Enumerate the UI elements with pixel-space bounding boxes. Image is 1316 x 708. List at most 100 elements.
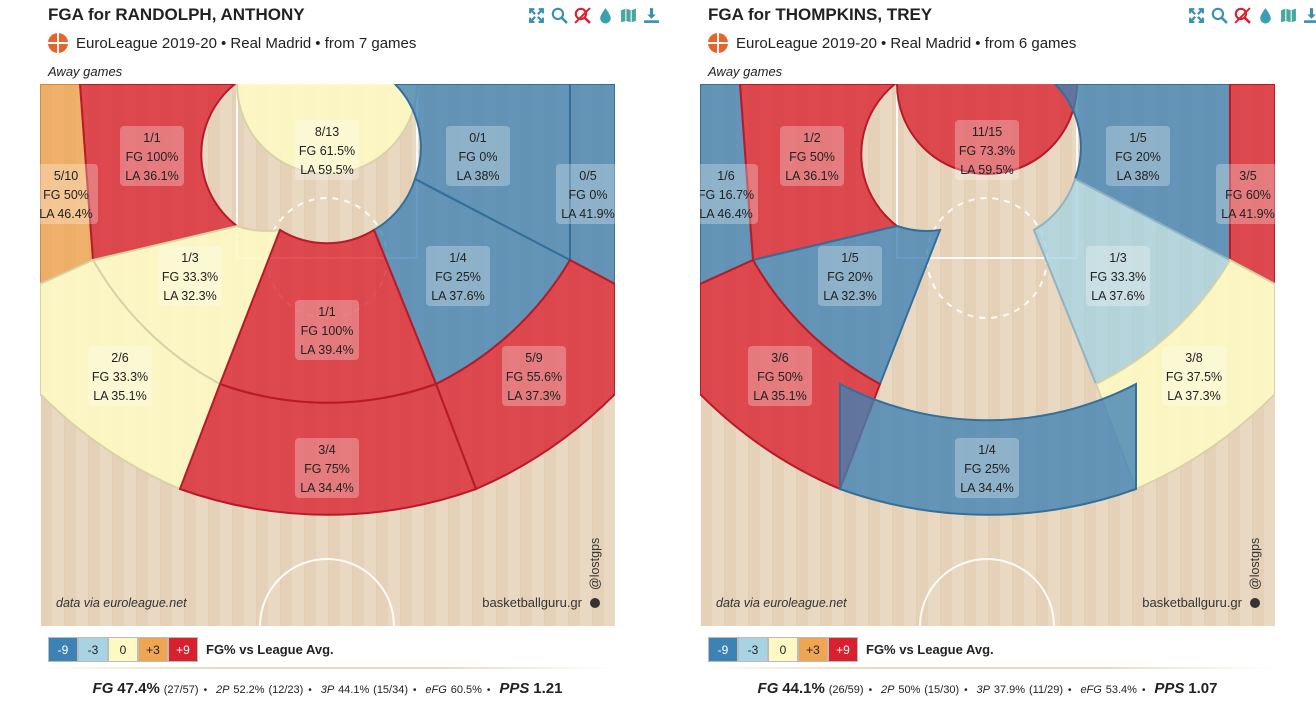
drop-icon[interactable] xyxy=(597,6,614,24)
chart-toolbar xyxy=(1188,6,1316,24)
filter-label: Away games xyxy=(48,64,123,79)
fullscreen-icon[interactable] xyxy=(528,6,545,24)
zone-made-attempts: 3/5 xyxy=(1239,169,1256,183)
search-icon[interactable] xyxy=(551,6,568,24)
shot-chart-panel-thompkins: FGA for THOMPKINS, TREY EuroLeague 2019-… xyxy=(700,0,1316,708)
zone-fg-pct: FG 37.5% xyxy=(1166,370,1222,384)
zone-fg-pct: FG 100% xyxy=(126,150,179,164)
p2-value: 52.2% xyxy=(233,684,265,696)
zone-league-avg: LA 41.9% xyxy=(561,207,615,221)
zone-label-right-mid-upper: 0/1 FG 0% LA 38% xyxy=(446,126,510,186)
competition-label: EuroLeague 2019-20 xyxy=(736,34,877,52)
p2-value: 50% xyxy=(898,684,921,696)
zone-made-attempts: 3/4 xyxy=(318,443,335,457)
zone-right-wing-3[interactable] xyxy=(1094,258,1275,491)
summary-stats: FG 47.4% (27/57) • 2P 52.2% (12/23) • 3P 4… xyxy=(92,680,563,697)
competition-label: EuroLeague 2019-20 xyxy=(76,34,217,52)
zone-league-avg: LA 35.1% xyxy=(93,389,147,403)
zone-label-right-wing-3: 3/8 FG 37.5% LA 37.3% xyxy=(1162,346,1226,406)
zone-right-corner-3[interactable] xyxy=(1229,84,1275,286)
basketball-icon xyxy=(1250,598,1260,608)
efg-value: 60.5% xyxy=(450,684,482,696)
zone-label-restricted-area: 8/13 FG 61.5% LA 59.5% xyxy=(295,120,359,180)
team-label: Real Madrid xyxy=(230,34,312,52)
zone-left-mid-upper[interactable] xyxy=(738,84,900,262)
zone-league-avg: LA 32.3% xyxy=(163,289,217,303)
zone-made-attempts: 1/4 xyxy=(449,251,466,265)
zone-restricted-area[interactable] xyxy=(896,84,1078,175)
zone-made-attempts: 2/6 xyxy=(111,351,128,365)
p3-count: (11/29) xyxy=(1028,684,1064,696)
zone-fg-pct: FG 50% xyxy=(43,188,89,202)
chart-toolbar xyxy=(528,6,660,24)
summary-stats: FG 44.1% (26/59) • 2P 50% (15/30) • 3P 37.… xyxy=(757,680,1218,697)
zone-label-right-corner-3: 3/5 FG 60% LA 41.9% xyxy=(1216,164,1275,224)
games-label: from 7 games xyxy=(324,34,417,52)
zone-label-left-corner-3: 1/6 FG 16.7% LA 46.4% xyxy=(700,164,758,224)
center-circle xyxy=(259,558,395,626)
chart-subtitle: EuroLeague 2019-20 • Real Madrid • from 6 … xyxy=(708,33,1080,53)
download-icon[interactable] xyxy=(643,6,660,24)
zone-made-attempts: 0/1 xyxy=(469,131,486,145)
drop-icon[interactable] xyxy=(1257,6,1274,24)
team-label: Real Madrid xyxy=(890,34,972,52)
zone-made-attempts: 1/2 xyxy=(803,131,820,145)
p3-value: 37.9% xyxy=(993,684,1026,696)
legend-swatch-plus9: +9 xyxy=(168,637,198,662)
zone-made-attempts: 1/3 xyxy=(181,251,198,265)
download-icon[interactable] xyxy=(1303,6,1316,24)
zone-fg-pct: FG 20% xyxy=(1115,150,1161,164)
zone-made-attempts: 3/8 xyxy=(1185,351,1202,365)
zone-fg-pct: FG 50% xyxy=(789,150,835,164)
legend-caption: FG% vs League Avg. xyxy=(866,642,994,657)
zone-label-restricted-area: 11/15 FG 73.3% LA 59.5% xyxy=(955,120,1019,180)
zone-league-avg: LA 38% xyxy=(1116,169,1159,183)
zone-top-3[interactable] xyxy=(178,382,478,516)
legend-swatch-minus9: -9 xyxy=(708,637,738,662)
pps-value: 1.07 xyxy=(1188,680,1218,697)
search-icon[interactable] xyxy=(1211,6,1228,24)
p3-value: 44.1% xyxy=(338,684,370,696)
zone-label-right-mid-lower: 1/4 FG 25% LA 37.6% xyxy=(426,246,490,306)
divider xyxy=(700,667,1275,669)
zone-left-wing-3[interactable] xyxy=(700,258,882,491)
shot-chart-panel-randolph: FGA for RANDOLPH, ANTHONY EuroLeague 201… xyxy=(40,0,660,708)
legend-swatch-plus3: +3 xyxy=(138,637,168,662)
no-search-icon[interactable] xyxy=(574,6,591,24)
handle-credit: @lostgps xyxy=(1248,538,1262,590)
chart-subtitle: EuroLeague 2019-20 • Real Madrid • from 7 … xyxy=(48,33,420,53)
filter-label: Away games xyxy=(708,64,783,79)
zone-left-mid-upper[interactable] xyxy=(78,84,240,262)
zone-label-left-corner-3: 5/10 FG 50% LA 46.4% xyxy=(40,164,98,224)
zone-restricted-area[interactable] xyxy=(236,84,418,175)
p2-count: (12/23) xyxy=(268,684,304,696)
zone-made-attempts: 1/5 xyxy=(841,251,858,265)
fullscreen-icon[interactable] xyxy=(1188,6,1205,24)
zone-fg-pct: FG 0% xyxy=(459,150,498,164)
zone-made-attempts: 5/9 xyxy=(525,351,542,365)
zone-fg-pct: FG 25% xyxy=(964,462,1010,476)
source-credit: data via euroleague.net xyxy=(56,596,187,610)
brand-credit: basketballguru.gr xyxy=(482,595,582,610)
no-search-icon[interactable] xyxy=(1234,6,1251,24)
zone-league-avg: LA 37.6% xyxy=(1091,289,1145,303)
euroleague-logo-icon xyxy=(48,33,68,53)
zone-league-avg: LA 59.5% xyxy=(960,163,1014,177)
zone-right-corner-3[interactable] xyxy=(569,84,615,286)
legend-swatch-plus3: +3 xyxy=(798,637,828,662)
zone-label-top-3: 3/4 FG 75% LA 34.4% xyxy=(295,438,359,498)
efg-value: 53.4% xyxy=(1105,684,1137,696)
zone-label-left-mid-upper: 1/2 FG 50% LA 36.1% xyxy=(780,126,844,186)
zone-fg-pct: FG 50% xyxy=(757,370,803,384)
zone-label-left-mid-lower: 1/5 FG 20% LA 32.3% xyxy=(818,246,882,306)
source-credit: data via euroleague.net xyxy=(716,596,847,610)
zone-top-3[interactable] xyxy=(839,382,1137,516)
legend-swatch-zero: 0 xyxy=(768,637,798,662)
legend-swatch-minus9: -9 xyxy=(48,637,78,662)
zone-made-attempts: 3/6 xyxy=(771,351,788,365)
zone-made-attempts: 11/15 xyxy=(972,125,1002,139)
map-icon[interactable] xyxy=(620,6,637,24)
legend-swatch-plus9: +9 xyxy=(828,637,858,662)
map-icon[interactable] xyxy=(1280,6,1297,24)
zone-made-attempts: 1/1 xyxy=(143,131,160,145)
